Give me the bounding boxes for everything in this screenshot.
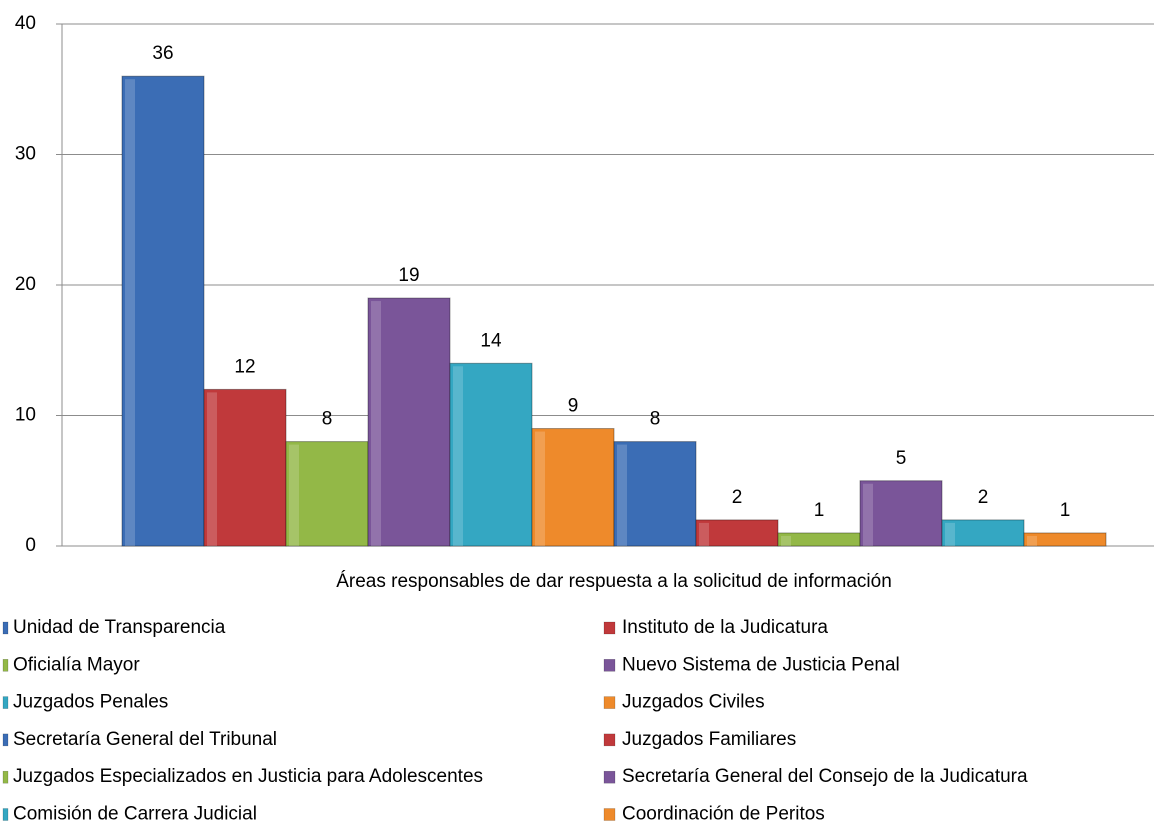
- legend-marker: [2, 621, 9, 635]
- legend-marker: [603, 733, 616, 747]
- value-label: 1: [814, 500, 825, 521]
- bar-highlight: [699, 522, 709, 546]
- bar: [367, 297, 451, 547]
- bar: [613, 441, 697, 547]
- legend-label: Oficialía Mayor: [13, 654, 140, 675]
- value-label: 1: [1060, 500, 1071, 521]
- legend-label: Juzgados Especializados en Justicia para…: [13, 766, 483, 787]
- bar: [859, 480, 943, 547]
- legend-marker: [2, 808, 9, 821]
- bar: [121, 75, 205, 547]
- legend-marker: [603, 770, 616, 784]
- value-label: 19: [398, 265, 419, 286]
- bar: [941, 519, 1025, 547]
- bar: [1023, 532, 1107, 547]
- bar-highlight: [945, 522, 955, 546]
- legend-marker: [603, 808, 616, 821]
- legend-label: Coordinación de Peritos: [622, 804, 825, 825]
- legend-label: Secretaría General del Tribunal: [13, 729, 277, 750]
- legend-marker: [603, 621, 616, 635]
- y-tick-label: 40: [15, 13, 36, 34]
- value-label: 2: [978, 487, 989, 508]
- bar-highlight: [617, 444, 627, 546]
- bar: [531, 428, 615, 547]
- bar-highlight: [535, 431, 545, 546]
- legend-marker: [2, 770, 9, 784]
- y-tick-label: 20: [15, 274, 36, 295]
- legend-label: Nuevo Sistema de Justicia Penal: [622, 654, 900, 675]
- bar-highlight: [1027, 535, 1037, 546]
- value-label: 9: [568, 396, 579, 417]
- legend-label: Juzgados Civiles: [622, 692, 765, 713]
- value-label: 36: [152, 43, 173, 64]
- bar-highlight: [781, 535, 791, 546]
- legend-marker: [2, 733, 9, 747]
- legend-label: Instituto de la Judicatura: [622, 617, 828, 638]
- bar-highlight: [453, 366, 463, 546]
- y-tick-label: 10: [15, 405, 36, 426]
- bar: [285, 441, 369, 547]
- bar: [449, 362, 533, 547]
- legend-marker: [2, 696, 9, 709]
- value-label: 5: [896, 448, 907, 469]
- value-label: 2: [732, 487, 743, 508]
- bar-highlight: [207, 392, 217, 546]
- legend-label: Juzgados Familiares: [622, 729, 796, 750]
- legend-label: Comisión de Carrera Judicial: [13, 804, 257, 825]
- bar-highlight: [125, 79, 135, 546]
- bar-highlight: [289, 444, 299, 546]
- value-label: 8: [650, 409, 661, 430]
- value-label: 14: [480, 330, 502, 351]
- bar: [203, 388, 287, 547]
- legend-label: Juzgados Penales: [13, 692, 168, 713]
- value-label: 12: [234, 356, 255, 377]
- legend-label: Unidad de Transparencia: [13, 617, 226, 638]
- x-axis-label: Áreas responsables de dar respuesta a la…: [336, 571, 892, 592]
- legend-marker: [603, 659, 616, 672]
- y-tick-label: 30: [15, 144, 36, 165]
- bar-highlight: [371, 301, 381, 546]
- legend-marker: [603, 696, 616, 709]
- value-label: 8: [322, 409, 333, 430]
- y-tick-label: 0: [25, 535, 36, 556]
- legend-marker: [2, 659, 9, 672]
- legend-label: Secretaría General del Consejo de la Jud…: [622, 766, 1028, 787]
- bar-highlight: [863, 483, 873, 546]
